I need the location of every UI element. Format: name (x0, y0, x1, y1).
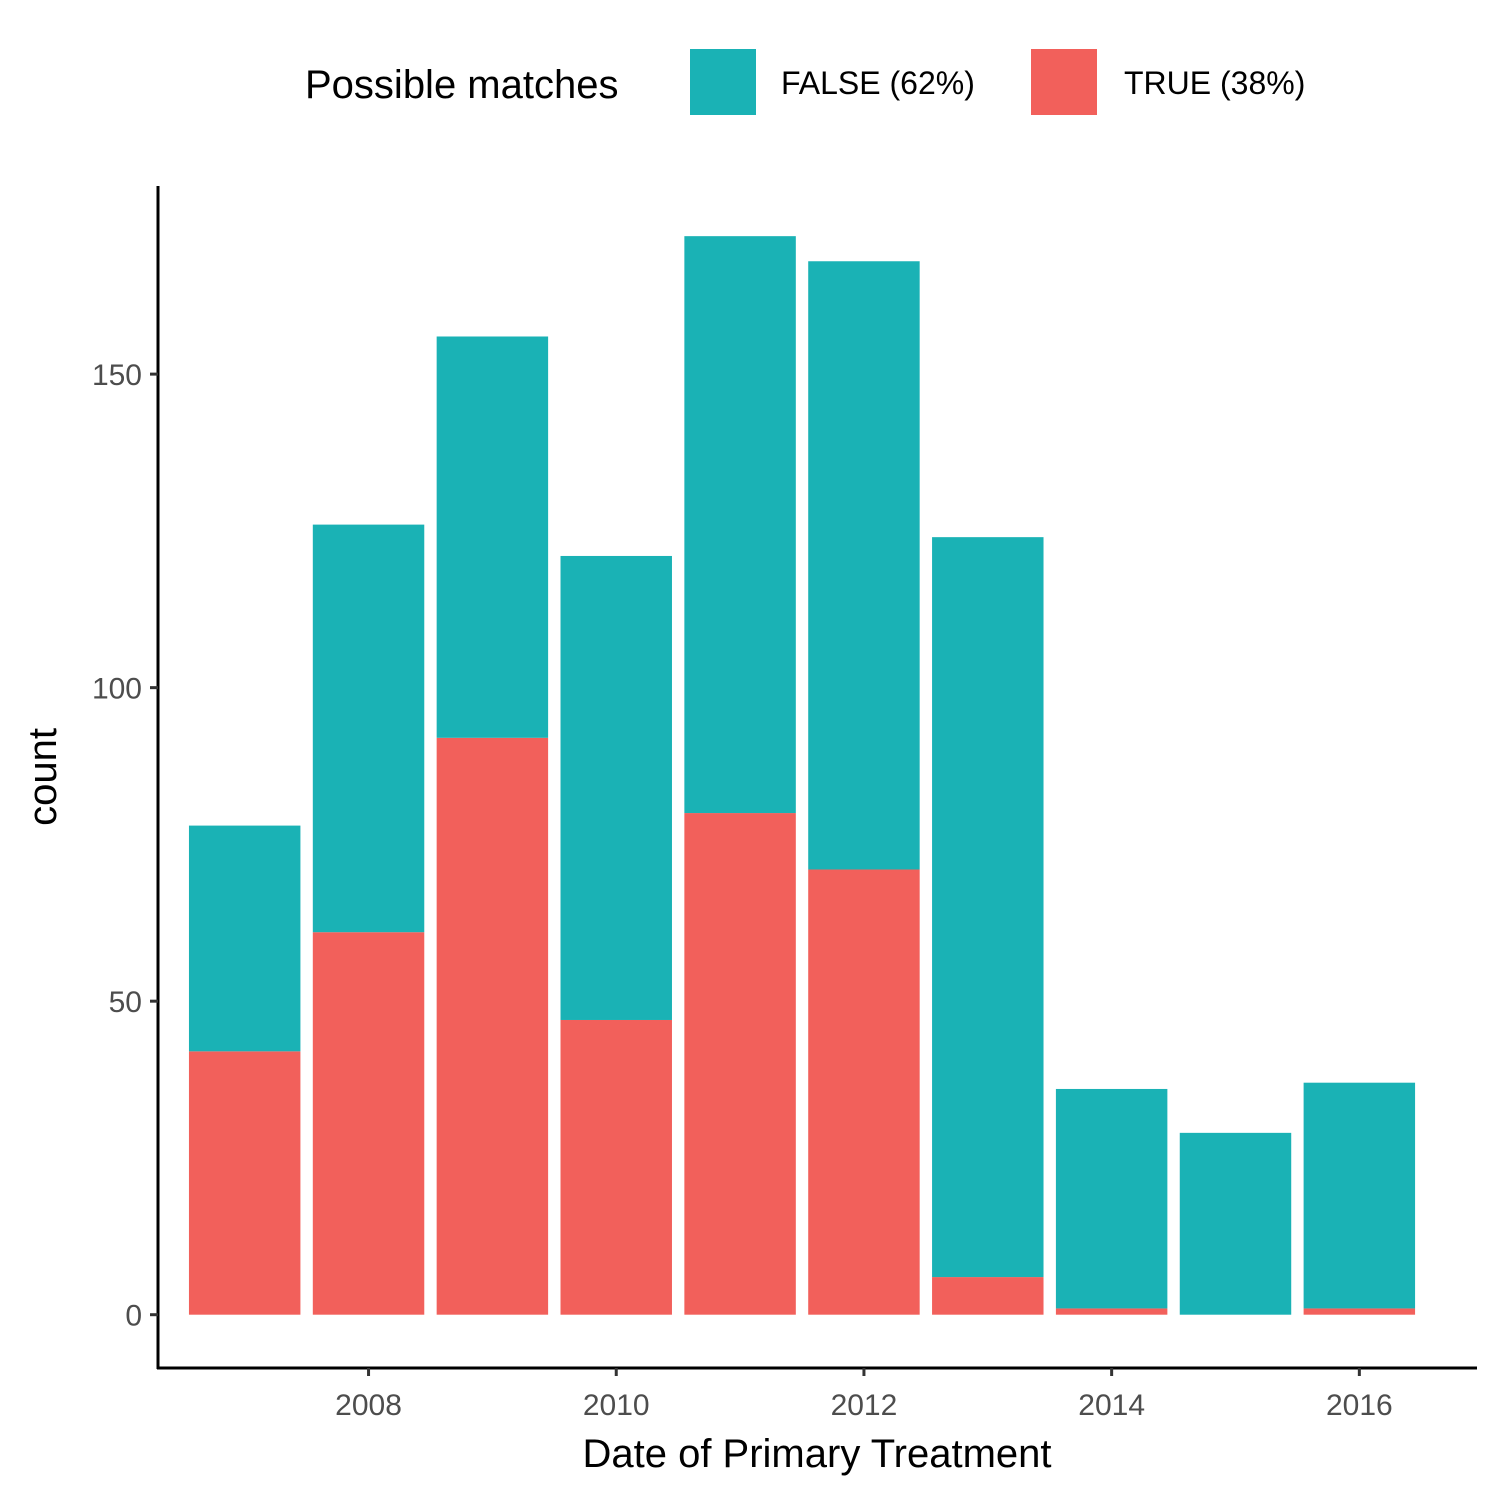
bar-false-2007 (188, 825, 301, 1052)
bar-true-2011 (684, 813, 796, 1315)
bar-false-2010 (560, 555, 672, 1020)
x-tick-label-2014: 2014 (1078, 1389, 1145, 1422)
bar-false-2013 (932, 537, 1044, 1278)
bar-true-2010 (560, 1019, 672, 1315)
bar-false-2008 (312, 524, 425, 933)
bar-true-2014 (1055, 1308, 1168, 1315)
y-tick-label-100: 100 (92, 673, 142, 706)
bar-true-2012 (808, 869, 920, 1315)
y-tick-label-150: 150 (92, 359, 142, 392)
bar-false-2012 (808, 261, 920, 870)
bar-false-2009 (436, 336, 549, 738)
x-tick-label-2016: 2016 (1326, 1389, 1393, 1422)
bar-true-2008 (312, 932, 425, 1315)
legend-key-false (690, 49, 756, 115)
x-axis-ticks: 2008 2010 2012 2014 2016 (335, 1368, 1393, 1422)
y-tick-label-50: 50 (109, 986, 142, 1019)
x-tick-label-2012: 2012 (831, 1389, 898, 1422)
bar-false-2016 (1303, 1082, 1416, 1309)
legend-label-false: FALSE (62%) (781, 65, 975, 101)
bar-false-2011 (684, 236, 796, 814)
x-axis-title: Date of Primary Treatment (582, 1432, 1051, 1476)
bar-false-2014 (1055, 1088, 1168, 1309)
y-tick-label-0: 0 (125, 1300, 142, 1333)
bar-false-2015 (1179, 1132, 1292, 1315)
legend-label-true: TRUE (38%) (1124, 65, 1305, 101)
bar-true-2007 (188, 1051, 301, 1315)
y-axis-ticks: 0 50 100 150 (92, 359, 158, 1333)
y-axis-title: count (21, 728, 65, 826)
bar-true-2013 (932, 1277, 1044, 1315)
x-tick-label-2008: 2008 (335, 1389, 402, 1422)
bar-true-2009 (436, 737, 549, 1315)
bars-group (188, 236, 1416, 1315)
x-tick-label-2010: 2010 (583, 1389, 650, 1422)
legend-title: Possible matches (305, 63, 618, 107)
legend: Possible matches FALSE (62%) TRUE (38%) (305, 49, 1305, 115)
bar-true-2016 (1303, 1308, 1416, 1315)
legend-key-true (1031, 49, 1097, 115)
